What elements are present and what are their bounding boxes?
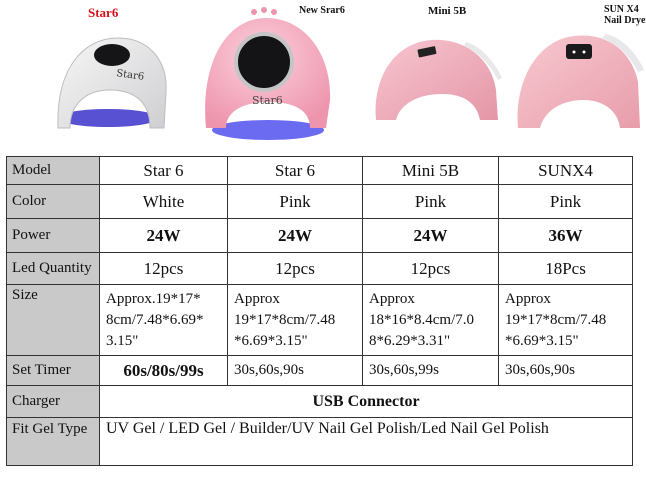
table-cell: Pink (498, 184, 633, 219)
row-label: Color (6, 184, 100, 219)
table-cell: Approx 19*17*8cm/7.48 *6.69*3.15" (498, 284, 633, 356)
product-title: New Srar6 (299, 5, 345, 16)
table-cell: 30s,60s,99s (362, 355, 499, 386)
table-cell: 30s,60s,90s (227, 355, 363, 386)
table-row-timer: Set Timer 60s/80s/99s 30s,60s,90s 30s,60… (6, 355, 633, 386)
table-cell: Pink (227, 184, 363, 219)
spec-table: Model Star 6 Star 6 Mini 5B SUNX4 Color … (6, 156, 633, 466)
row-label: Led Quantity (6, 252, 100, 285)
row-label: Model (6, 156, 100, 185)
table-cell: 12pcs (227, 252, 363, 285)
table-cell: Pink (362, 184, 499, 219)
table-cell: Approx 19*17*8cm/7.48 *6.69*3.15" (227, 284, 363, 356)
table-cell: White (99, 184, 228, 219)
table-cell: 36W (498, 218, 633, 253)
table-cell: 12pcs (362, 252, 499, 285)
row-label: Power (6, 218, 100, 253)
row-label: Fit Gel Type (6, 417, 100, 466)
table-cell: USB Connector (99, 385, 633, 418)
table-cell: Star 6 (99, 156, 228, 185)
product-title: SUN X4 (604, 4, 639, 15)
nail-lamp-sunx4-image (517, 34, 644, 128)
table-row-model: Model Star 6 Star 6 Mini 5B SUNX4 (6, 156, 633, 185)
table-row-fit: Fit Gel Type UV Gel / LED Gel / Builder/… (6, 417, 633, 466)
table-row-size: Size Approx.19*17* 8cm/7.48*6.69* 3.15" Ap… (6, 284, 633, 356)
product-strip: Star6 Star6 New Srar6 St (0, 0, 646, 150)
nail-lamp-white-image: Star6 (57, 37, 167, 129)
nail-lamp-mini-image (375, 39, 502, 120)
table-row-charger: Charger USB Connector (6, 385, 633, 418)
row-label: Charger (6, 385, 100, 418)
product-mini5b: Mini 5B (366, 0, 504, 150)
product-title: Star6 (88, 5, 119, 20)
table-cell: 60s/80s/99s (99, 355, 228, 386)
table-cell: UV Gel / LED Gel / Builder/UV Nail Gel P… (99, 417, 633, 466)
lamp-logo-text: Star6 (116, 68, 145, 83)
table-cell: Approx 18*16*8.4cm/7.0 8*6.29*3.31" (362, 284, 499, 356)
table-cell: 30s,60s,90s (498, 355, 633, 386)
nail-lamp-pink-image: Star6 (205, 7, 331, 140)
table-row-led: Led Quantity 12pcs 12pcs 12pcs 18Pcs (6, 252, 633, 285)
table-cell: SUNX4 (498, 156, 633, 185)
table-cell: Star 6 (227, 156, 363, 185)
table-row-color: Color White Pink Pink Pink (6, 184, 633, 219)
table-cell: 12pcs (99, 252, 228, 285)
product-sunx4: SUN X4 Nail Dryer (512, 0, 646, 150)
row-label: Size (6, 284, 100, 356)
table-cell: 24W (99, 218, 228, 253)
table-cell: 24W (362, 218, 499, 253)
product-title: Mini 5B (428, 5, 467, 17)
table-cell: Approx.19*17* 8cm/7.48*6.69* 3.15" (99, 284, 228, 356)
product-star6-pink: New Srar6 Star6 (198, 0, 348, 150)
table-row-power: Power 24W 24W 24W 36W (6, 218, 633, 253)
lamp-logo-text: Star6 (252, 94, 283, 107)
table-cell: Mini 5B (362, 156, 499, 185)
row-label: Set Timer (6, 355, 100, 386)
product-subtitle: Nail Dryer (604, 15, 646, 26)
table-cell: 18Pcs (498, 252, 633, 285)
table-cell: 24W (227, 218, 363, 253)
product-star6-white: Star6 Star6 (0, 0, 170, 150)
